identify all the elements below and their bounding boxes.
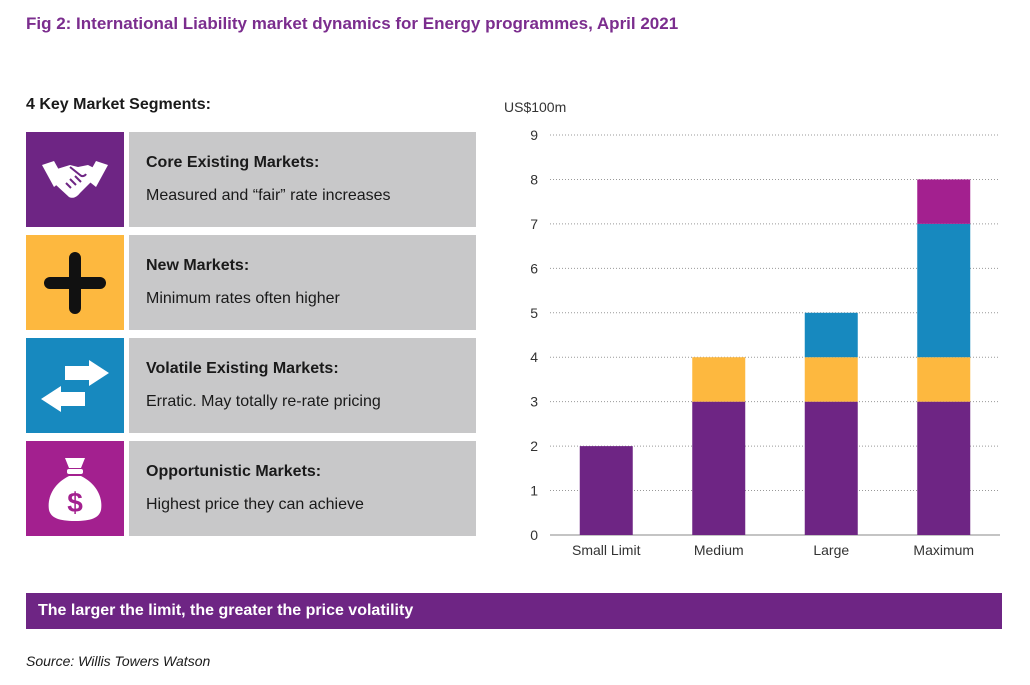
y-tick-label: 4 [530,349,538,365]
segment-name: New Markets: [146,257,250,274]
money-bag-icon: $ [48,457,102,521]
segment-name: Core Existing Markets: [146,154,320,171]
segment-name: Volatile Existing Markets: [146,360,339,377]
segment-text-box: Volatile Existing Markets: Erratic. May … [129,338,476,433]
y-tick-label: 2 [530,438,538,454]
y-tick-label: 3 [530,394,538,410]
svg-text:$: $ [67,487,83,518]
arrows-exchange-icon [41,359,109,412]
segment-name: Opportunistic Markets: [146,463,322,480]
segment-core-existing: Core Existing Markets: Measured and “fai… [26,132,476,227]
segment-volatile-existing: Volatile Existing Markets: Erratic. May … [26,338,476,433]
segment-new: New Markets: Minimum rates often higher [26,235,476,330]
y-tick-label: 1 [530,483,538,499]
x-tick-label: Maximum [913,542,974,558]
bar-segment [579,446,633,535]
segment-description: Minimum rates often higher [146,290,340,307]
plus-icon [44,251,106,314]
y-tick-label: 9 [530,127,538,143]
segments-heading: 4 Key Market Segments: [26,96,211,113]
y-tick-label: 0 [530,527,538,543]
segment-description: Measured and “fair” rate increases [146,187,391,204]
segment-text-box: Core Existing Markets: Measured and “fai… [129,132,476,227]
x-tick-label: Medium [694,542,744,558]
segment-icon-box [26,338,124,433]
y-tick-label: 6 [530,260,538,276]
segment-description: Highest price they can achieve [146,496,364,513]
y-axis-label: US$100m [504,99,566,115]
bar-segment [917,223,971,358]
segment-text-box: Opportunistic Markets: Highest price the… [129,441,476,536]
bar-segment [804,357,858,402]
segment-text-box: New Markets: Minimum rates often higher [129,235,476,330]
segment-description: Erratic. May totally re-rate pricing [146,393,381,410]
figure-title: Fig 2: International Liability market dy… [26,14,679,33]
segment-icon-box: $ [26,441,124,536]
segment-icon-box [26,235,124,330]
bar-segment [917,179,971,224]
y-tick-label: 7 [530,216,538,232]
segment-icon-box [26,132,124,227]
y-tick-label: 5 [530,305,538,321]
bar-segment [692,401,746,535]
bar-segment [692,357,746,402]
bar-segment [917,357,971,402]
y-tick-label: 8 [530,171,538,187]
bar-segment [804,312,858,358]
x-tick-label: Large [813,542,849,558]
segment-opportunistic: $ Opportunistic Markets: Highest price t… [26,441,476,536]
banner-text: The larger the limit, the greater the pr… [38,602,414,619]
source-note: Source: Willis Towers Watson [26,653,211,669]
conclusion-banner: The larger the limit, the greater the pr… [26,593,1002,629]
bar-segment [804,401,858,535]
handshake-icon [42,160,108,198]
stacked-bar-chart: US$100m 0 1 2 3 4 5 6 7 8 9 Small Limit Medium Large M… [504,99,1000,558]
bar-segment [917,401,971,535]
x-tick-label: Small Limit [572,542,641,558]
